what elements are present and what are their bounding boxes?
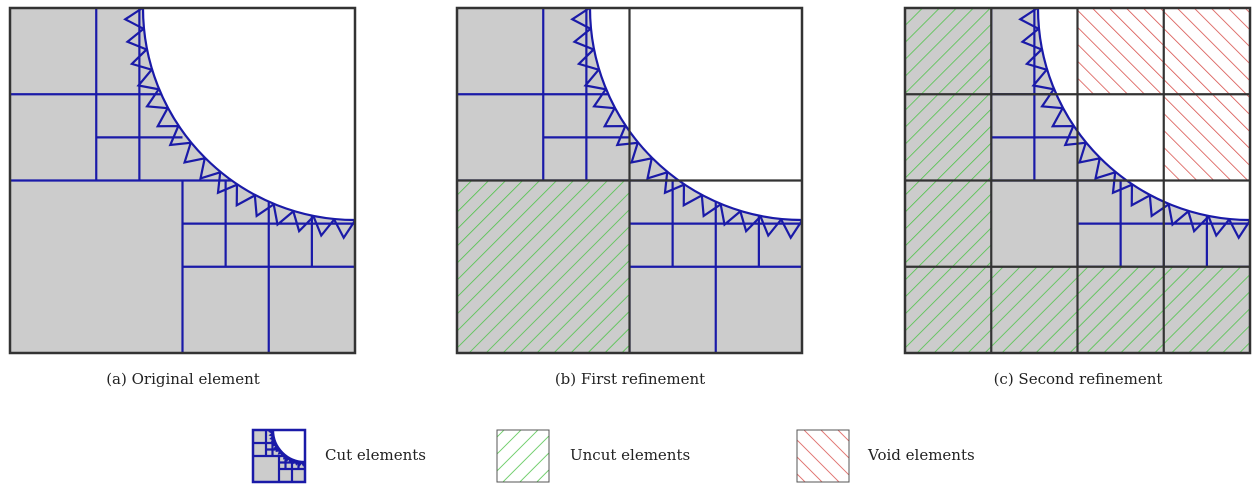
boundary-curve (1036, 7, 1251, 222)
void-hatch (1077, 8, 1164, 95)
outer-border (903, 6, 1252, 355)
panel (253, 430, 305, 482)
void-hatch (1163, 8, 1250, 95)
outer-border (253, 430, 305, 482)
outer-border (8, 6, 357, 355)
caption: (b) First refinement (555, 370, 705, 388)
uncut-hatch (905, 180, 992, 267)
uncut-hatch (905, 266, 992, 353)
legend-label: Cut elements (325, 446, 426, 464)
uncut-hatch (991, 266, 1078, 353)
boundary-curve (141, 7, 356, 222)
panel (8, 6, 357, 355)
panel (455, 6, 804, 355)
legend-icon (496, 429, 850, 483)
void-icon (796, 429, 850, 483)
legend-label: Uncut elements (570, 446, 690, 464)
boundary-curve (273, 430, 305, 462)
void-hatch (1163, 94, 1250, 181)
panels (8, 6, 1252, 483)
uncut-hatch (905, 94, 992, 181)
uncut-hatch (1077, 266, 1164, 353)
uncut-hatch (1163, 266, 1250, 353)
caption: (c) Second refinement (994, 370, 1163, 388)
uncut-hatch (457, 180, 630, 353)
boundary-curve (588, 7, 803, 222)
uncut-icon (496, 429, 550, 483)
outer-border (455, 6, 804, 355)
legend-label: Void elements (867, 446, 975, 464)
panel (903, 6, 1252, 355)
uncut-hatch (905, 8, 992, 95)
caption: (a) Original element (106, 370, 260, 388)
